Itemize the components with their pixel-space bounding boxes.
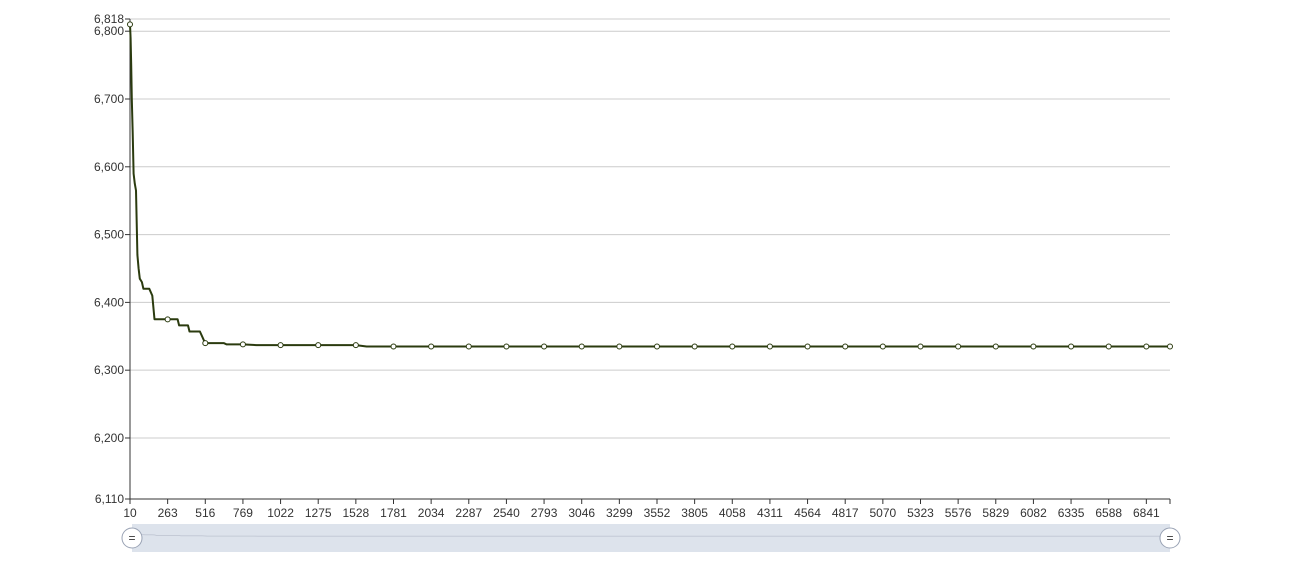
zoom-handle-right-grip-icon: =	[1166, 531, 1173, 545]
y-tick-label: 6,800	[94, 24, 124, 38]
x-tick-label: 3046	[568, 506, 595, 520]
data-point-marker	[842, 343, 849, 350]
y-tick-label: 6,818	[94, 12, 124, 26]
x-tick-label: 3805	[681, 506, 708, 520]
data-point-marker	[352, 342, 359, 349]
series-line	[129, 24, 1170, 348]
x-tick-label: 4817	[832, 506, 859, 520]
x-tick-label: 516	[195, 506, 215, 520]
x-tick-label: 6841	[1133, 506, 1160, 520]
data-point-marker	[202, 340, 209, 347]
y-tick-label: 6,200	[94, 431, 124, 445]
data-point-marker	[315, 342, 322, 349]
data-point-marker	[578, 343, 585, 350]
data-point-marker	[428, 343, 435, 350]
x-tick-label: 5576	[945, 506, 972, 520]
zoom-handle-left-grip-icon: =	[128, 531, 135, 545]
x-axis-tick-labels: 10 263 516 769 1022 1275 1528 1781 2034 2287 2540 2…	[123, 506, 1160, 520]
data-point-marker	[277, 342, 284, 349]
data-point-marker	[917, 343, 924, 350]
axes	[125, 18, 1171, 504]
x-tick-label: 6082	[1020, 506, 1047, 520]
data-point-marker	[541, 343, 548, 350]
data-point-marker	[1167, 343, 1173, 350]
x-tick-label: 6335	[1058, 506, 1085, 520]
y-axis-tick-labels: 6,110 6,200 6,300 6,400 6,500 6,600 6,700 6,800…	[94, 12, 124, 506]
data-point-marker	[804, 343, 811, 350]
y-tick-label: 6,600	[94, 160, 124, 174]
x-tick-label: 4058	[719, 506, 746, 520]
zoom-slider-left-handle[interactable]	[121, 527, 143, 549]
x-tick-label: 5829	[982, 506, 1009, 520]
zoom-slider-track	[132, 524, 1170, 552]
x-tick-label: 769	[233, 506, 253, 520]
x-tick-label: 4311	[757, 506, 783, 520]
x-tick-label: 4564	[794, 506, 821, 520]
series-layer	[127, 21, 1173, 350]
x-tick-label: 263	[158, 506, 178, 520]
data-point-marker	[729, 343, 736, 350]
data-point-marker	[691, 343, 698, 350]
data-point-marker	[1105, 343, 1112, 350]
y-tick-label: 6,700	[94, 92, 124, 106]
data-point-marker	[164, 316, 171, 323]
x-tick-label: 2287	[455, 506, 482, 520]
x-tick-label: 5323	[907, 506, 934, 520]
x-tick-label: 2540	[493, 506, 520, 520]
x-tick-label: 1022	[267, 506, 294, 520]
data-point-marker	[616, 343, 623, 350]
data-point-marker	[955, 343, 962, 350]
x-tick-label: 5070	[869, 506, 896, 520]
x-tick-label: 10	[123, 506, 137, 520]
x-tick-label: 2034	[418, 506, 445, 520]
x-tick-label: 1781	[380, 506, 407, 520]
x-tick-label: 3552	[644, 506, 671, 520]
data-point-marker	[465, 343, 472, 350]
x-tick-label: 2793	[531, 506, 558, 520]
data-point-marker	[239, 341, 246, 348]
data-point-marker	[1030, 343, 1037, 350]
data-point-marker	[1143, 343, 1150, 350]
gridlines	[130, 18, 1170, 439]
data-point-marker	[1068, 343, 1075, 350]
data-point-marker	[992, 343, 999, 350]
data-point-marker	[390, 343, 397, 350]
x-tick-label: 1275	[305, 506, 332, 520]
zoom-slider-right-handle[interactable]	[1159, 527, 1181, 549]
y-tick-label: 6,400	[94, 295, 124, 309]
zoom-slider[interactable]: = =	[121, 524, 1181, 552]
x-tick-label: 3299	[606, 506, 633, 520]
y-tick-label: 6,110	[95, 492, 124, 506]
y-tick-label: 6,300	[94, 363, 124, 377]
data-point-marker	[653, 343, 660, 350]
x-tick-label: 6588	[1095, 506, 1122, 520]
data-point-marker	[127, 21, 133, 28]
data-point-marker	[879, 343, 886, 350]
data-point-marker	[503, 343, 510, 350]
x-tick-label: 1528	[343, 506, 370, 520]
y-tick-label: 6,500	[94, 228, 124, 242]
data-point-marker	[766, 343, 773, 350]
